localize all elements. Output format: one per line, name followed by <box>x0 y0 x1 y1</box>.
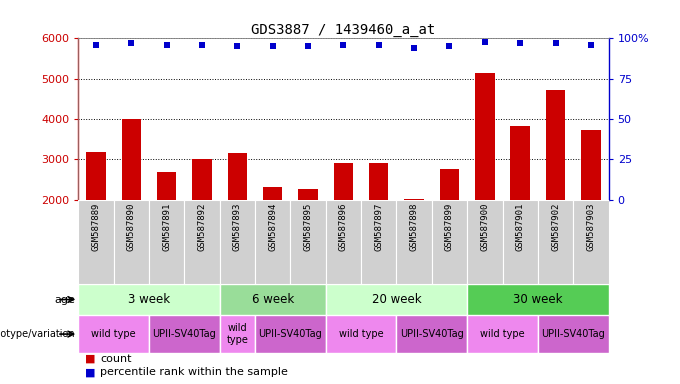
Bar <box>369 164 388 200</box>
Text: UPII-SV40Tag: UPII-SV40Tag <box>541 329 605 339</box>
Bar <box>86 152 105 200</box>
Bar <box>405 199 424 200</box>
Bar <box>573 200 609 284</box>
Bar <box>432 200 467 284</box>
Text: count: count <box>100 354 131 364</box>
Text: UPII-SV40Tag: UPII-SV40Tag <box>152 329 216 339</box>
Text: 20 week: 20 week <box>372 293 421 306</box>
Bar <box>220 315 255 353</box>
Text: wild
type: wild type <box>226 323 248 345</box>
Bar <box>122 119 141 200</box>
Bar <box>149 200 184 284</box>
Bar <box>255 315 326 353</box>
Bar <box>326 284 467 315</box>
Bar <box>361 200 396 284</box>
Bar <box>184 200 220 284</box>
Bar <box>220 284 326 315</box>
Bar <box>157 172 176 200</box>
Bar <box>475 73 494 200</box>
Bar <box>290 200 326 284</box>
Bar <box>467 200 503 284</box>
Text: genotype/variation: genotype/variation <box>0 329 75 339</box>
Bar <box>255 200 290 284</box>
Text: 6 week: 6 week <box>252 293 294 306</box>
Title: GDS3887 / 1439460_a_at: GDS3887 / 1439460_a_at <box>252 23 435 37</box>
Bar <box>228 153 247 200</box>
Text: GSM587896: GSM587896 <box>339 203 348 252</box>
Text: GSM587890: GSM587890 <box>126 203 136 252</box>
Bar <box>467 315 538 353</box>
Bar <box>326 315 396 353</box>
Text: GSM587895: GSM587895 <box>303 203 313 252</box>
Text: ■: ■ <box>85 367 95 377</box>
Text: ■: ■ <box>85 354 95 364</box>
Bar <box>149 315 220 353</box>
Text: GSM587898: GSM587898 <box>409 203 419 252</box>
Bar <box>263 187 282 200</box>
Text: wild type: wild type <box>480 329 525 339</box>
Bar <box>396 200 432 284</box>
Bar <box>581 130 600 200</box>
Bar <box>114 200 149 284</box>
Bar <box>503 200 538 284</box>
Text: 3 week: 3 week <box>128 293 170 306</box>
Bar <box>192 159 211 200</box>
Text: GSM587892: GSM587892 <box>197 203 207 252</box>
Text: GSM587894: GSM587894 <box>268 203 277 252</box>
Text: GSM587889: GSM587889 <box>91 203 101 252</box>
Text: GSM587903: GSM587903 <box>586 203 596 252</box>
Text: GSM587893: GSM587893 <box>233 203 242 252</box>
Text: 30 week: 30 week <box>513 293 562 306</box>
Text: GSM587900: GSM587900 <box>480 203 490 252</box>
Bar <box>538 200 573 284</box>
Bar <box>299 189 318 200</box>
Bar <box>538 315 609 353</box>
Bar <box>334 164 353 200</box>
Text: wild type: wild type <box>91 329 136 339</box>
Bar <box>78 284 220 315</box>
Text: wild type: wild type <box>339 329 384 339</box>
Text: age: age <box>54 295 75 305</box>
Bar <box>440 169 459 200</box>
Bar <box>396 315 467 353</box>
Text: percentile rank within the sample: percentile rank within the sample <box>100 367 288 377</box>
Text: GSM587891: GSM587891 <box>162 203 171 252</box>
Text: GSM587902: GSM587902 <box>551 203 560 252</box>
Bar <box>467 284 609 315</box>
Bar <box>326 200 361 284</box>
Text: UPII-SV40Tag: UPII-SV40Tag <box>400 329 464 339</box>
Text: GSM587899: GSM587899 <box>445 203 454 252</box>
Bar <box>220 200 255 284</box>
Bar <box>78 200 114 284</box>
Bar <box>511 126 530 200</box>
Text: GSM587901: GSM587901 <box>515 203 525 252</box>
Bar <box>78 315 149 353</box>
Text: GSM587897: GSM587897 <box>374 203 384 252</box>
Bar <box>546 90 565 200</box>
Text: UPII-SV40Tag: UPII-SV40Tag <box>258 329 322 339</box>
